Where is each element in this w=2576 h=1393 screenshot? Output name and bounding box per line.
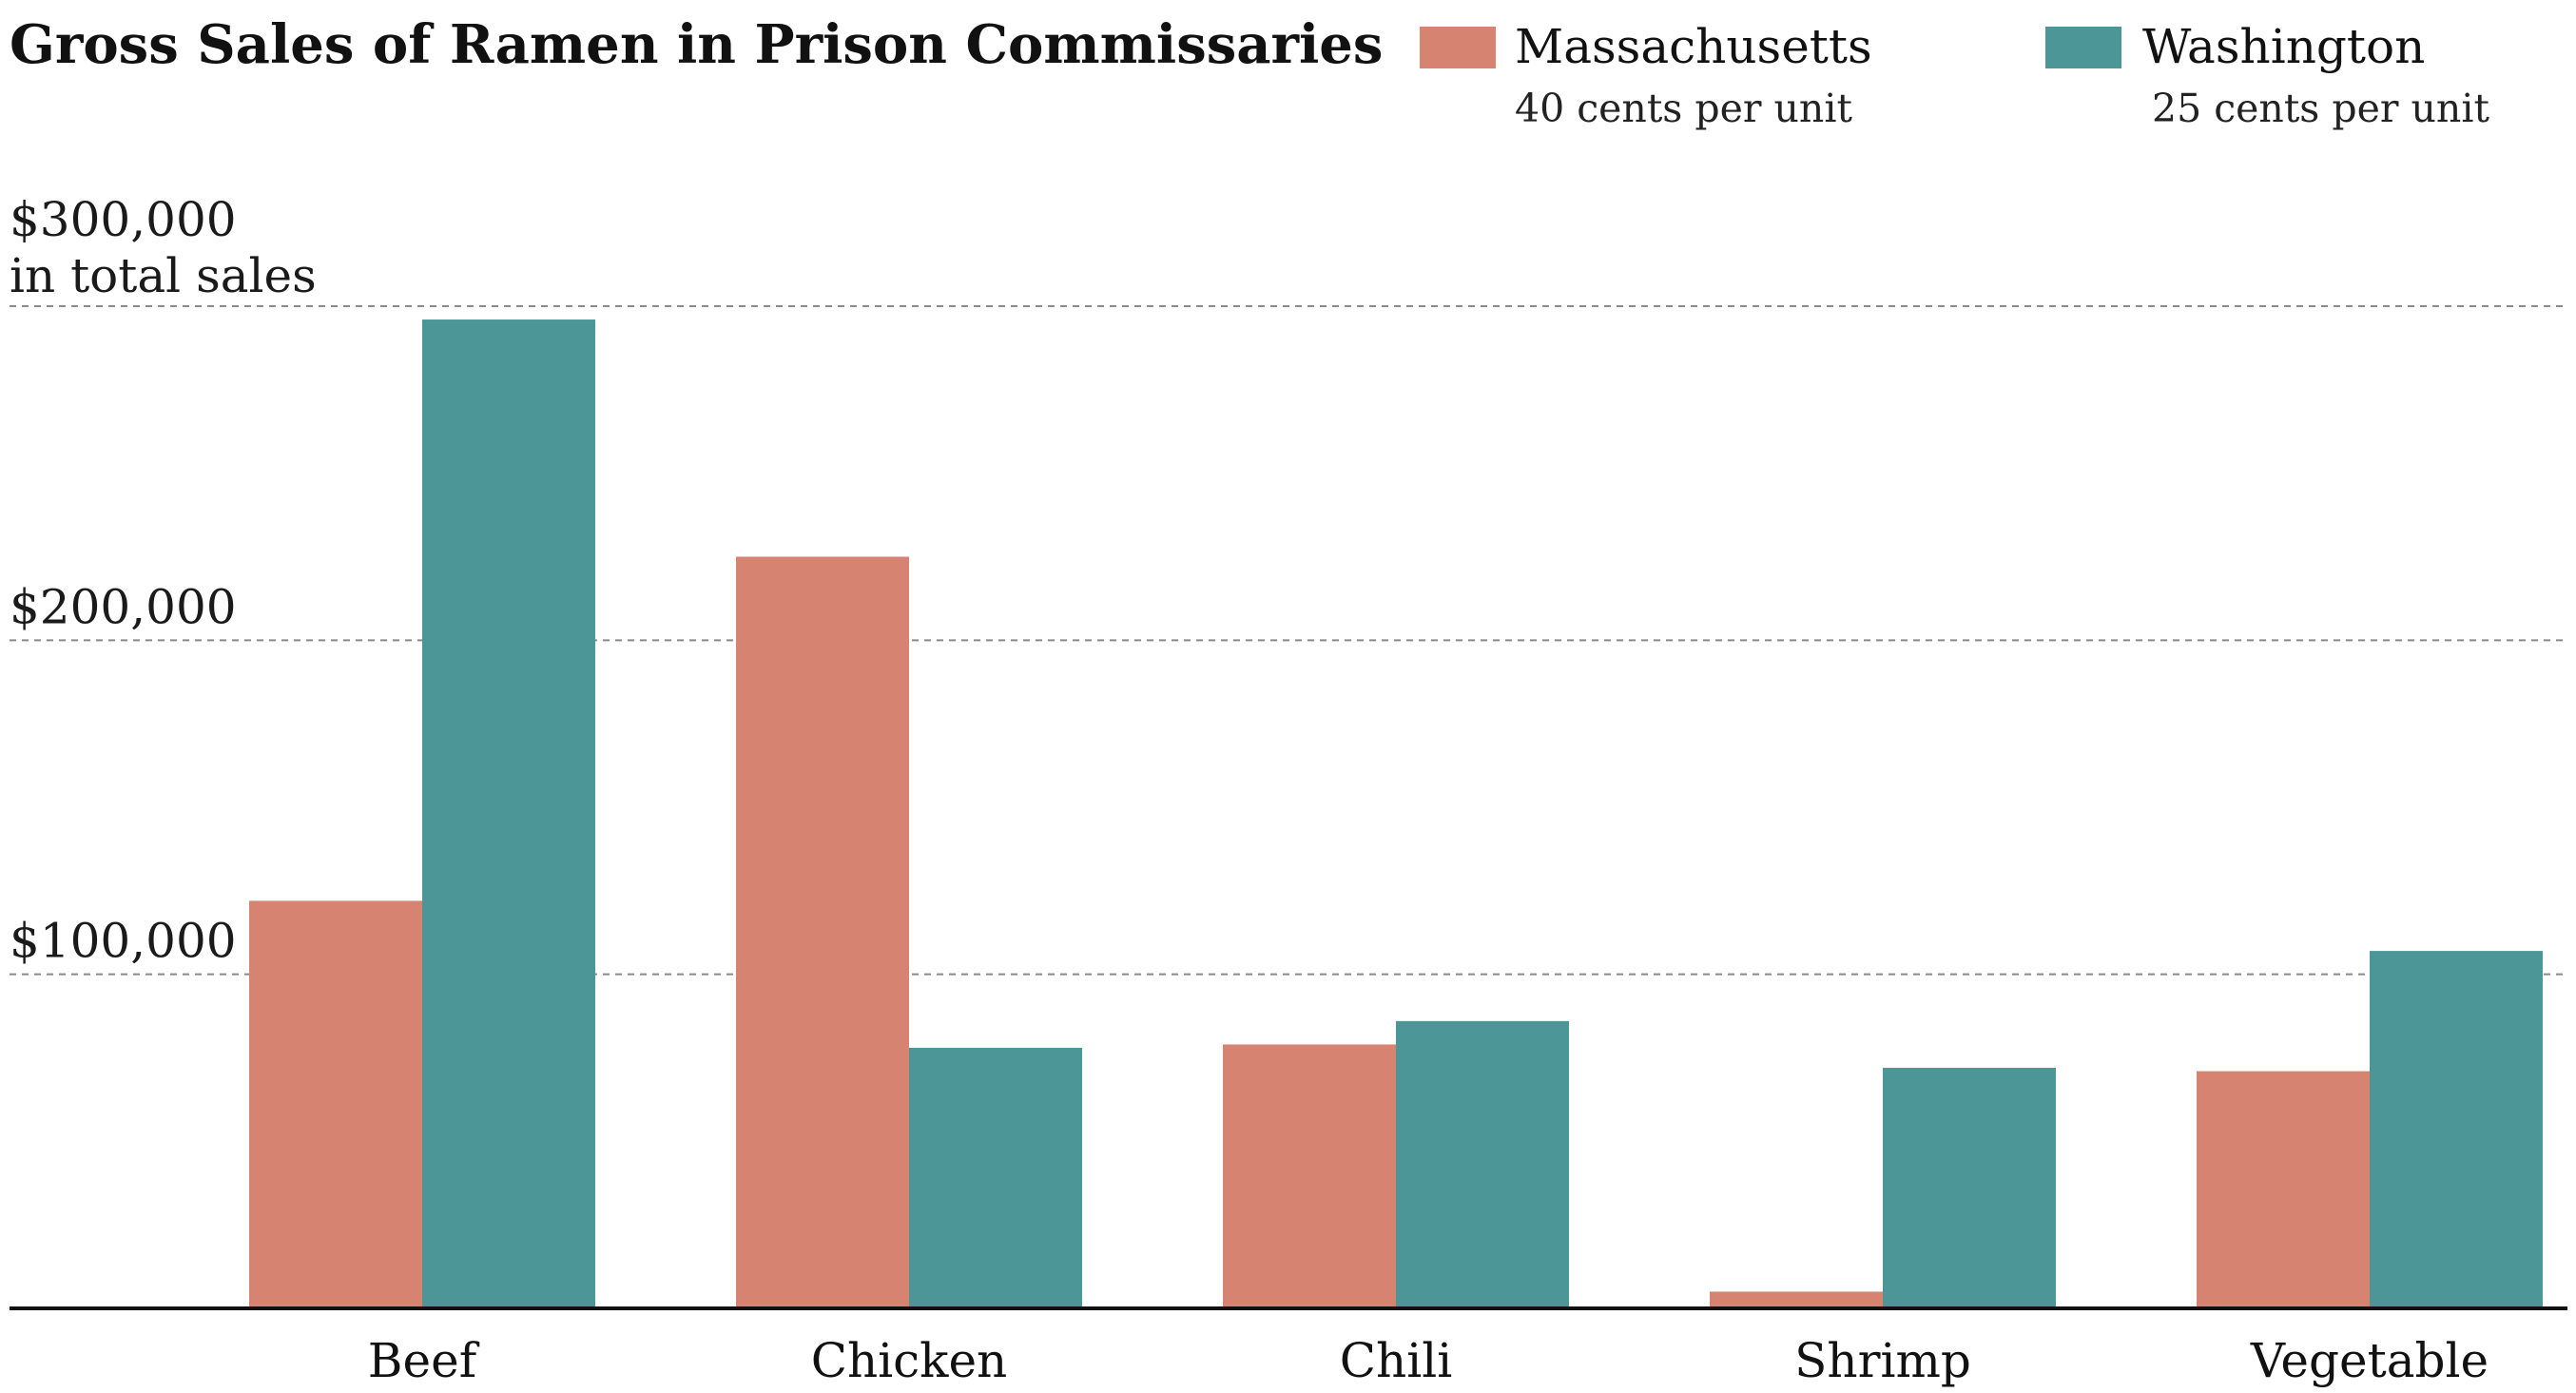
bar-shrimp-massachusetts xyxy=(1710,1291,1883,1308)
y-axis-unit-label: in total sales xyxy=(10,248,317,303)
y-tick-label: $300,000 xyxy=(10,192,237,247)
y-tick-label: $200,000 xyxy=(10,579,237,634)
bar-chicken-washington xyxy=(909,1047,1082,1308)
legend-subtitle-washington: 25 cents per unit xyxy=(2152,86,2489,131)
category-label-vegetable: Vegetable xyxy=(2250,1333,2489,1388)
bar-vegetable-washington xyxy=(2370,951,2543,1308)
bar-vegetable-massachusetts xyxy=(2197,1071,2370,1308)
legend-subtitle-massachusetts: 40 cents per unit xyxy=(1515,86,1852,131)
legend-label-washington: Washington xyxy=(2142,19,2425,74)
legend-swatch-washington xyxy=(2045,27,2121,68)
bar-chicken-massachusetts xyxy=(736,556,909,1308)
category-label-chili: Chili xyxy=(1340,1333,1452,1388)
bar-beef-massachusetts xyxy=(249,900,422,1308)
bar-chili-washington xyxy=(1396,1020,1569,1308)
bar-chili-massachusetts xyxy=(1223,1044,1396,1308)
y-tick-label: $100,000 xyxy=(10,914,237,969)
legend-label-massachusetts: Massachusetts xyxy=(1515,19,1872,74)
chart-title: Gross Sales of Ramen in Prison Commissar… xyxy=(10,13,1383,76)
category-label-beef: Beef xyxy=(368,1333,480,1388)
bar-beef-washington xyxy=(422,319,595,1308)
legend: Massachusetts 40 cents per unit Washingt… xyxy=(1420,19,2489,131)
bars xyxy=(249,319,2543,1308)
bar-shrimp-washington xyxy=(1883,1068,2056,1308)
category-label-shrimp: Shrimp xyxy=(1794,1333,1971,1388)
x-axis-labels: Beef Chicken Chili Shrimp Vegetable xyxy=(368,1333,2489,1388)
category-label-chicken: Chicken xyxy=(811,1333,1008,1388)
gridlines xyxy=(10,305,2567,976)
legend-swatch-massachusetts xyxy=(1420,27,1496,68)
